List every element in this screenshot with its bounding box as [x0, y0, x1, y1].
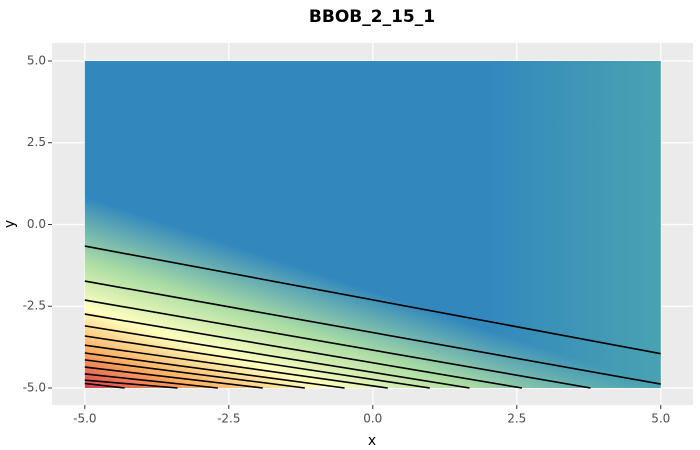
contour-line [84, 366, 263, 389]
contour-line [84, 379, 178, 389]
contour-line [84, 359, 305, 389]
y-tick-label: -5.0 [23, 380, 46, 394]
chart-title: BBOB_2_15_1 [309, 7, 435, 27]
contour-line [84, 280, 661, 385]
contour-line [84, 335, 430, 389]
contour-line [84, 382, 125, 389]
y-tick-label: 5.0 [27, 53, 46, 67]
contour-line [84, 245, 661, 355]
x-tick-label: 5.0 [651, 412, 670, 426]
contour-line [84, 352, 345, 389]
contour-line [84, 313, 523, 389]
x-tick-label: -2.5 [217, 412, 240, 426]
x-tick-label: 2.5 [507, 412, 526, 426]
y-tick-label: -2.5 [23, 299, 46, 313]
heatmap-shade [84, 60, 661, 388]
y-tick-label: 2.5 [27, 135, 46, 149]
contour-line [84, 344, 388, 389]
x-axis-label: x [368, 433, 376, 449]
y-axis-label: y [2, 220, 18, 228]
contour-line [84, 373, 218, 389]
x-tick-label: 0.0 [363, 412, 382, 426]
y-tick-label: 0.0 [27, 217, 46, 231]
contour-line [84, 325, 470, 389]
x-tick-label: -5.0 [73, 412, 96, 426]
contour-line [84, 299, 591, 389]
